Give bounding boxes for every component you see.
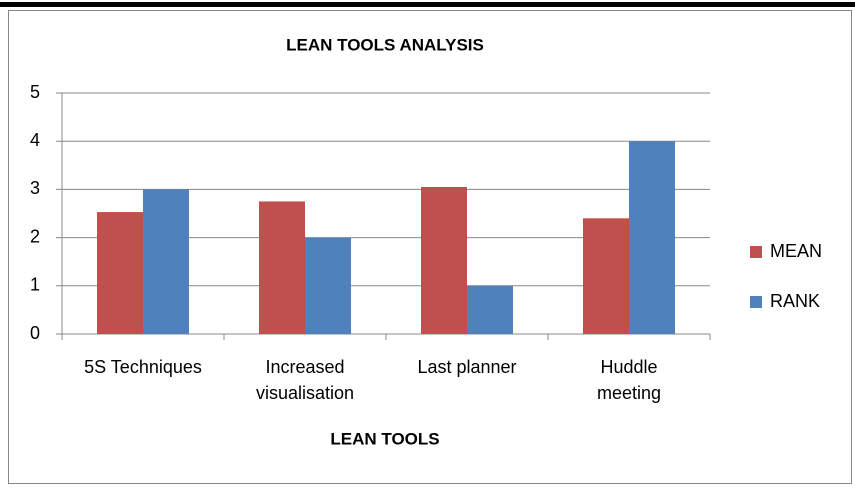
bar: [259, 201, 305, 334]
y-tick-label: 1: [30, 275, 40, 295]
legend-label: MEAN: [770, 241, 822, 261]
top-rule: [0, 2, 855, 7]
y-tick-label: 4: [30, 130, 40, 150]
x-tick-label: Increased visualisation: [256, 357, 354, 403]
y-tick-label: 5: [30, 82, 40, 102]
y-tick-label: 0: [30, 323, 40, 343]
bar: [421, 186, 467, 334]
bar: [143, 189, 189, 334]
legend-swatch: [750, 246, 762, 258]
bar: [97, 212, 143, 334]
y-tick-label: 2: [30, 226, 40, 246]
bar: [583, 218, 629, 334]
chart-title: LEAN TOOLS ANALYSIS: [286, 35, 484, 54]
x-tick-label: 5S Techniques: [84, 357, 202, 377]
x-axis-title: LEAN TOOLS: [330, 429, 439, 448]
legend-label: RANK: [770, 291, 820, 311]
x-tick-label: Last planner: [417, 357, 516, 377]
bar: [629, 141, 675, 334]
bar: [467, 285, 513, 334]
x-tick-label: Huddle meeting: [597, 357, 661, 403]
legend-swatch: [750, 296, 762, 308]
y-tick-label: 3: [30, 178, 40, 198]
bar: [305, 237, 351, 334]
